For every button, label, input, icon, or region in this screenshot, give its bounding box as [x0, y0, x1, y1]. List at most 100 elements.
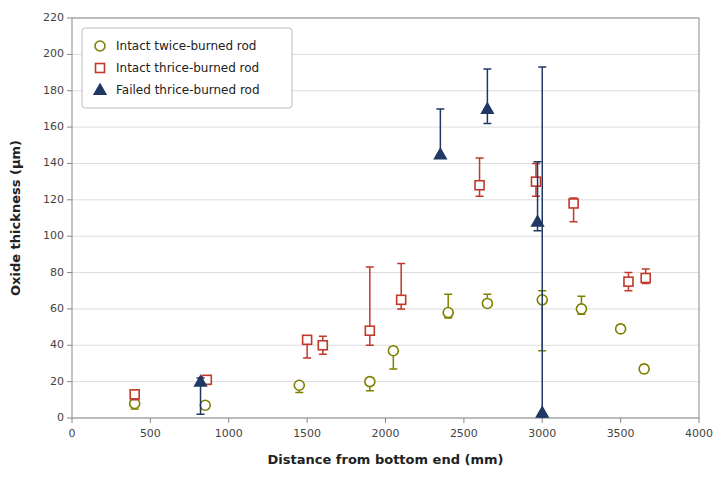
- point: [435, 149, 447, 159]
- tick-x: [385, 418, 386, 423]
- grid-line-y: [72, 163, 699, 164]
- point: [641, 274, 650, 283]
- point: [475, 181, 484, 190]
- error-bar: [476, 158, 484, 196]
- point: [365, 377, 375, 387]
- tick-label-y: 180: [43, 84, 64, 97]
- tick-y: [67, 18, 72, 19]
- tick-x: [150, 418, 151, 423]
- error-bar: [444, 294, 452, 318]
- point: [532, 216, 544, 226]
- point: [537, 407, 549, 417]
- tick-label-y: 120: [43, 193, 64, 206]
- tick-x: [463, 418, 464, 423]
- error-bar: [532, 163, 540, 196]
- point: [576, 304, 586, 314]
- series-0: [130, 291, 649, 411]
- tick-label-y: 160: [43, 120, 64, 133]
- error-bar: [397, 263, 405, 308]
- tick-label-x: 1500: [293, 427, 321, 440]
- grid-line-y: [72, 127, 699, 128]
- error-bar: [642, 269, 650, 284]
- tick-x: [542, 418, 543, 423]
- point: [482, 298, 492, 308]
- grid-line-y: [72, 345, 699, 346]
- grid-line-y: [72, 236, 699, 237]
- x-axis-label: Distance from bottom end (mm): [268, 452, 504, 467]
- error-bar: [131, 391, 139, 400]
- tick-label-y: 60: [50, 302, 64, 315]
- legend-marker: [94, 84, 106, 94]
- point: [294, 380, 304, 390]
- tick-x: [228, 418, 229, 423]
- tick-label-y: 40: [50, 338, 64, 351]
- tick-label-x: 500: [140, 427, 161, 440]
- tick-x: [699, 418, 700, 423]
- tick-label-x: 2000: [372, 427, 400, 440]
- legend-marker: [95, 41, 105, 51]
- tick-label-x: 1000: [215, 427, 243, 440]
- tick-y: [67, 236, 72, 237]
- tick-label-x: 2500: [450, 427, 478, 440]
- tick-y: [67, 418, 72, 419]
- tick-label-x: 3500: [607, 427, 635, 440]
- tick-label-y: 0: [57, 411, 64, 424]
- tick-x: [307, 418, 308, 423]
- point: [388, 346, 398, 356]
- tick-label-y: 220: [43, 11, 64, 24]
- point: [303, 335, 312, 344]
- point: [624, 277, 633, 286]
- tick-y: [67, 345, 72, 346]
- y-axis-label: Oxide thickness (μm): [8, 140, 23, 296]
- point: [200, 400, 210, 410]
- legend-label: Intact twice-burned rod: [116, 39, 256, 53]
- legend-box: [82, 28, 292, 108]
- point: [569, 199, 578, 208]
- legend-marker: [96, 64, 105, 73]
- tick-label-y: 20: [50, 375, 64, 388]
- point: [482, 103, 494, 113]
- chart-container: 0204060801001201401601802002200500100015…: [0, 0, 719, 480]
- axes: 0204060801001201401601802002200500100015…: [43, 11, 713, 440]
- tick-label-y: 200: [43, 47, 64, 60]
- chart-svg: 0204060801001201401601802002200500100015…: [0, 0, 719, 480]
- grid-line-y: [72, 272, 699, 273]
- point: [639, 364, 649, 374]
- grid-line-y: [72, 381, 699, 382]
- tick-label-x: 0: [69, 427, 76, 440]
- error-bar: [366, 267, 374, 345]
- tick-x: [620, 418, 621, 423]
- grid: [72, 18, 699, 418]
- tick-y: [67, 381, 72, 382]
- point: [365, 326, 374, 335]
- error-bar: [538, 67, 546, 418]
- tick-y: [67, 54, 72, 55]
- tick-label-x: 4000: [685, 427, 713, 440]
- grid-line-y: [72, 308, 699, 309]
- series-1: [130, 158, 650, 400]
- plot-frame: [72, 18, 699, 418]
- point: [531, 177, 540, 186]
- tick-x: [72, 418, 73, 423]
- point: [318, 341, 327, 350]
- error-bar: [319, 336, 327, 354]
- legend-label: Failed thrice-burned rod: [116, 83, 260, 97]
- error-bar: [624, 273, 632, 291]
- tick-y: [67, 127, 72, 128]
- legend: Intact twice-burned rod Intact thrice-bur…: [82, 28, 292, 108]
- series-2: [195, 67, 548, 418]
- error-bar: [303, 336, 311, 358]
- legend-label: Intact thrice-burned rod: [116, 61, 259, 75]
- data-area: [130, 67, 651, 418]
- point: [130, 390, 139, 399]
- point: [397, 295, 406, 304]
- tick-label-y: 140: [43, 156, 64, 169]
- tick-label-x: 3000: [528, 427, 556, 440]
- tick-y: [67, 163, 72, 164]
- tick-label-y: 80: [50, 266, 64, 279]
- tick-y: [67, 308, 72, 309]
- grid-line-y: [72, 199, 699, 200]
- point: [443, 308, 453, 318]
- tick-y: [67, 272, 72, 273]
- point: [616, 324, 626, 334]
